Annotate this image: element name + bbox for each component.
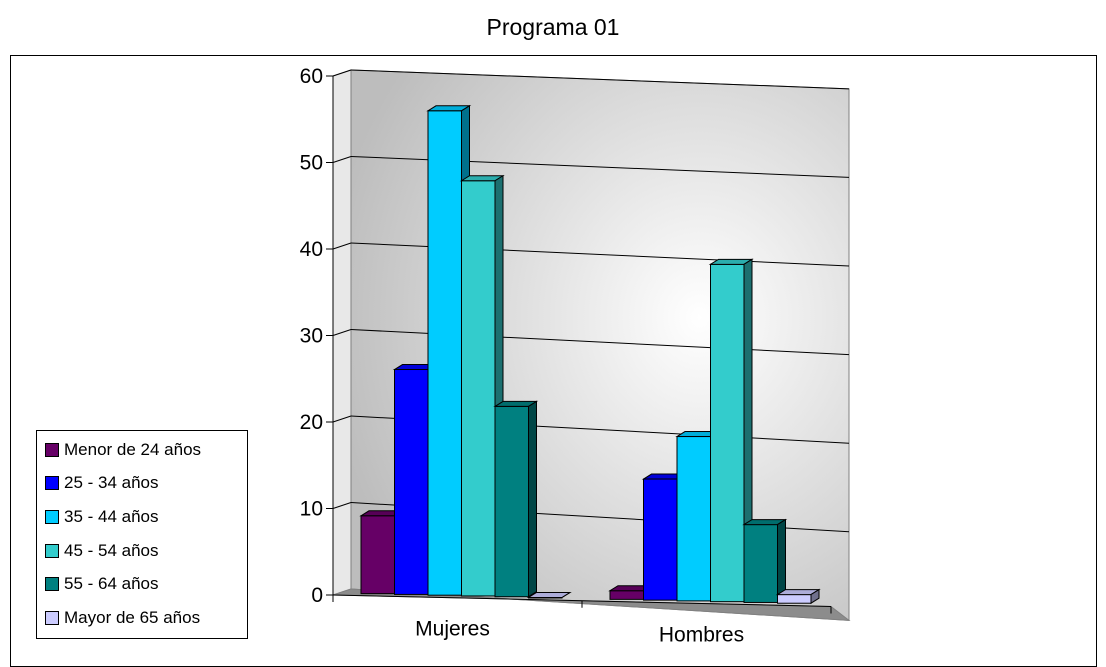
chart-title: Programa 01: [486, 14, 620, 40]
chart-plot: Menor de 24 años: 925 - 34 años: 2635 - …: [300, 65, 851, 646]
gridline-side: [332, 156, 352, 163]
chart-area: Menor de 24 años: 925 - 34 años: 2635 - …: [10, 55, 1097, 667]
y-tick-label: 40: [300, 238, 323, 261]
legend-swatch: [45, 442, 59, 457]
gridline-side: [332, 242, 352, 250]
legend-item: 45 - 54 años: [37, 534, 247, 568]
legend-item: Mayor de 65 años: [37, 601, 247, 635]
legend-item: 55 - 64 años: [37, 567, 247, 601]
bar: 55 - 64 años: 22: [493, 400, 539, 598]
x-tick-label: Hombres: [659, 623, 744, 646]
legend-label: 55 - 64 años: [64, 574, 159, 594]
legend-label: Menor de 24 años: [64, 439, 202, 459]
legend-swatch: [45, 543, 59, 558]
legend-item: 35 - 44 años: [37, 500, 247, 534]
bar: 55 - 64 años: 9: [742, 518, 788, 604]
legend-swatch: [45, 476, 59, 491]
y-tick-label: 50: [300, 152, 323, 175]
bar: Mayor de 65 años: 0: [526, 591, 572, 599]
y-tick-label: 20: [300, 411, 323, 434]
legend-label: 35 - 44 años: [64, 506, 159, 526]
gridline: [350, 69, 850, 90]
y-tick-label: 0: [311, 584, 323, 607]
legend-swatch: [45, 610, 59, 625]
x-tick-label: Mujeres: [415, 618, 490, 641]
legend-label: 25 - 34 años: [64, 473, 159, 493]
y-tick-label: 60: [300, 65, 323, 88]
legend-item: Menor de 24 años: [37, 433, 247, 467]
bar: Mayor de 65 años: 1: [775, 588, 821, 605]
gridline-side: [332, 69, 352, 77]
legend-label: 45 - 54 años: [64, 540, 159, 560]
legend-swatch: [45, 509, 59, 524]
legend-item: 25 - 34 años: [37, 467, 247, 501]
y-tick-label: 30: [300, 325, 323, 348]
y-tick-label: 10: [300, 498, 323, 521]
legend-swatch: [45, 577, 59, 592]
legend-label: Mayor de 65 años: [64, 607, 201, 627]
chart-legend: Menor de 24 años 25 - 34 años 35 - 44 años…: [36, 430, 248, 639]
gridline-side: [332, 329, 352, 336]
gridline-side: [332, 415, 352, 423]
gridline-side: [332, 502, 352, 509]
